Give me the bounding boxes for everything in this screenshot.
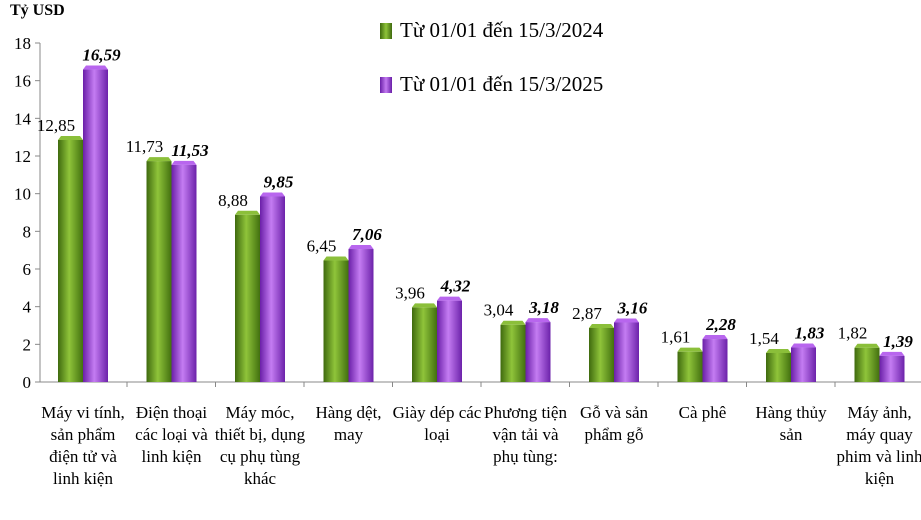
data-label-2024: 2,87 (572, 304, 602, 323)
bar-2025 (260, 196, 285, 382)
bar-2024 (412, 307, 437, 382)
y-tick-label: 12 (14, 147, 31, 166)
legend-swatch-2024 (380, 22, 392, 39)
data-label-2025: 16,59 (82, 46, 121, 65)
y-tick-label: 4 (23, 298, 32, 317)
x-category-label: Máy vi tính, sản phẩm điện tử và linh ki… (41, 403, 125, 488)
bar-2024 (235, 214, 260, 382)
bar-top (146, 157, 172, 162)
bar-2025 (83, 69, 108, 383)
x-category-label: Hàng dệt, may (315, 403, 382, 444)
data-label-2024: 1,82 (838, 324, 868, 343)
data-label-2024: 12,85 (37, 116, 75, 135)
bar-top (412, 303, 437, 308)
bar-top (171, 160, 197, 165)
bar-2025 (348, 249, 374, 382)
bar-2024 (854, 347, 880, 382)
bar-top (766, 348, 791, 353)
legend-label-2025: Từ 01/01 đến 15/3/2025 (400, 72, 604, 96)
bar-2025 (879, 355, 905, 382)
y-tick-label: 0 (23, 373, 32, 392)
data-label-2025: 7,06 (352, 225, 382, 244)
y-tick-label: 18 (14, 34, 31, 53)
bar-top (854, 343, 880, 348)
y-tick-label: 10 (14, 185, 31, 204)
bar-2024 (500, 324, 526, 382)
bar-top (525, 318, 551, 323)
x-category-label: Máy móc, thiết bị, dụng cụ phụ tùng khác (214, 403, 306, 488)
bar-top (83, 65, 108, 70)
data-label-2024: 3,96 (395, 283, 425, 302)
x-category-label: Máy ảnh, máy quay phim và linh kiện (836, 403, 921, 488)
x-category-label: Giày dép các loại (392, 403, 482, 444)
bar-2025 (702, 339, 728, 382)
data-label-2024: 1,54 (749, 329, 779, 348)
legend-item-2025: Từ 01/01 đến 15/3/2025 (380, 72, 603, 97)
bar-top (879, 351, 905, 356)
bar-top (58, 135, 83, 140)
y-tick-label: 16 (14, 72, 31, 91)
bar-2024 (323, 260, 349, 382)
data-label-2024: 3,04 (484, 301, 514, 320)
legend-label-2024: Từ 01/01 đến 15/3/2024 (400, 18, 604, 42)
data-label-2024: 8,88 (218, 191, 248, 210)
data-label-2024: 11,73 (126, 137, 164, 156)
bar-top (589, 323, 614, 328)
data-label-2024: 1,61 (661, 328, 691, 347)
bar-top (437, 296, 462, 301)
bar-2025 (791, 347, 816, 382)
bar-top (235, 210, 260, 215)
bar-top (677, 347, 703, 352)
data-label-2025: 3,18 (528, 298, 559, 317)
bar-2024 (677, 351, 703, 382)
data-label-2025: 1,39 (883, 332, 913, 351)
bar-top (702, 335, 728, 340)
y-tick-label: 6 (23, 260, 32, 279)
data-label-2025: 1,83 (795, 324, 825, 343)
data-label-2025: 9,85 (264, 172, 294, 191)
bar-top (500, 320, 526, 325)
bar-top (323, 256, 349, 261)
x-category-label: Hàng thủy sản (755, 403, 827, 444)
bar-top (614, 318, 639, 323)
data-label-2025: 4,32 (440, 277, 471, 296)
y-axis-unit: Tỷ USD (10, 2, 65, 19)
y-tick-label: 8 (23, 222, 32, 241)
bar-2024 (58, 139, 83, 382)
bar-2025 (525, 322, 551, 382)
y-tick-label: 2 (23, 335, 32, 354)
bar-top (348, 245, 374, 250)
data-label-2025: 3,16 (617, 298, 648, 317)
bar-2024 (766, 352, 791, 382)
legend-item-2024: Từ 01/01 đến 15/3/2024 (380, 18, 603, 43)
y-tick-label: 14 (14, 109, 32, 128)
bar-2025 (171, 164, 197, 382)
bar-top (791, 343, 816, 348)
x-category-label: Phương tiện vận tải và phụ tùng: (484, 403, 567, 466)
data-label-2025: 11,53 (171, 141, 209, 160)
x-category-label: Cà phê (678, 403, 727, 422)
x-category-label: Gỗ và sản phẩm gỗ (580, 403, 648, 444)
data-label-2025: 2,28 (705, 315, 736, 334)
data-label-2024: 6,45 (307, 237, 337, 256)
bar-2024 (146, 161, 172, 382)
bar-2024 (589, 327, 614, 382)
bar-top (260, 192, 285, 197)
bar-2025 (614, 322, 639, 382)
legend-swatch-2025 (380, 76, 392, 93)
bar-2025 (437, 300, 462, 382)
x-category-label: Điện thoại các loại và linh kiện (135, 403, 208, 466)
